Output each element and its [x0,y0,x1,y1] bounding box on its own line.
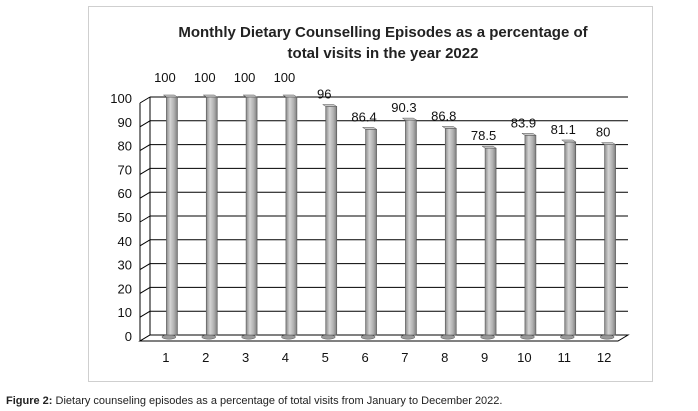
bar-top [441,126,458,129]
bar-chart: Monthly Dietary Counselling Episodes as … [110,24,630,365]
bar-base [480,334,495,340]
y-axis-ticks: 0 10 20 30 40 50 60 70 80 90 100 [110,91,132,344]
bar [365,129,377,336]
bar-base [400,334,416,340]
bar [564,141,577,336]
bar-top [560,139,577,143]
bar-base [599,334,615,340]
bar-base [281,334,296,340]
bar-top [321,104,338,107]
y-tick-label: 70 [118,162,132,177]
bar [325,106,338,336]
x-tick-label: 8 [441,350,448,365]
bar-base [241,334,256,340]
bar-top [242,94,258,98]
bar-top [521,133,537,136]
bar [524,135,537,336]
y-tick-label: 100 [110,91,132,106]
data-label: 83.9 [511,115,536,130]
y-tick-label: 30 [118,258,132,273]
y-tick-label: 80 [118,139,132,154]
chart-title-line-1: Monthly Dietary Counselling Episodes as … [178,24,588,41]
floor-plane [138,334,630,342]
bar-top [282,94,298,98]
y-tick-label: 50 [118,210,132,225]
bars [161,94,617,340]
x-tick-label: 10 [517,350,531,365]
bar [245,96,258,336]
y-tick-label: 90 [118,115,132,130]
x-tick-label: 11 [558,350,572,365]
y-tick-label: 0 [125,329,132,344]
figure-caption: Figure 2: Dietary counseling episodes as… [6,395,692,407]
data-labels: 100 100 100 100 96 86.4 90.3 86.8 78.5 83.9 81.1 80 [154,70,610,143]
bar-base [360,334,376,340]
x-tick-label: 1 [162,350,169,365]
bar-top [162,94,179,98]
gridline-side [139,215,151,223]
x-tick-label: 6 [361,350,368,365]
y-tick-label: 10 [118,305,132,320]
x-tick-label: 4 [282,350,289,365]
data-label: 100 [234,70,256,85]
gridline-side [139,144,151,152]
data-label: 90.3 [391,100,416,115]
x-tick-label: 3 [242,350,249,365]
bar-top [361,127,378,130]
data-label: 100 [154,70,176,85]
data-label: 86.8 [431,108,456,123]
x-tick-label: 5 [322,350,329,365]
data-label: 96 [317,87,331,102]
x-tick-label: 2 [202,350,209,365]
x-tick-label: 7 [401,350,408,365]
bar-base [321,334,336,340]
data-label: 100 [274,70,296,85]
chart-title-line-2: total visits in the year 2022 [288,45,479,62]
x-axis-ticks: 1 2 3 4 5 6 7 8 9 10 11 12 [162,350,611,365]
caption-text: Dietary counseling episodes as a percent… [52,395,503,407]
gridline-side [139,120,151,128]
bar-top [202,94,219,98]
bar-base [520,334,535,340]
bar [604,144,616,336]
x-tick-label: 9 [481,350,488,365]
y-tick-label: 20 [118,281,132,296]
gridline-side [139,263,151,271]
data-label: 100 [194,70,216,85]
data-label: 78.5 [471,128,496,143]
bar-base [560,334,575,340]
bar-base [201,334,216,340]
bar-top [401,117,418,121]
bar [484,147,497,336]
gridline-side [139,286,151,294]
bar [405,119,417,336]
y-tick-label: 40 [118,234,132,249]
caption-label: Figure 2: [6,395,53,407]
gridline-side [139,96,151,104]
bar-top [600,142,617,145]
bar-base [440,334,455,340]
data-label: 80 [596,125,610,140]
x-tick-label: 12 [597,350,611,365]
bar [444,128,457,336]
data-label: 86.4 [351,109,376,124]
chart-floor [138,334,630,342]
bar [166,96,178,336]
data-label: 81.1 [551,122,576,137]
y-tick-label: 60 [118,186,132,201]
gridline-side [139,191,151,199]
bar [205,96,218,336]
gridline-side [139,167,151,175]
bar-top [481,145,497,149]
gridline-side [139,239,151,247]
bar-base [161,334,177,340]
bar [285,96,298,336]
gridline-side [139,310,151,318]
